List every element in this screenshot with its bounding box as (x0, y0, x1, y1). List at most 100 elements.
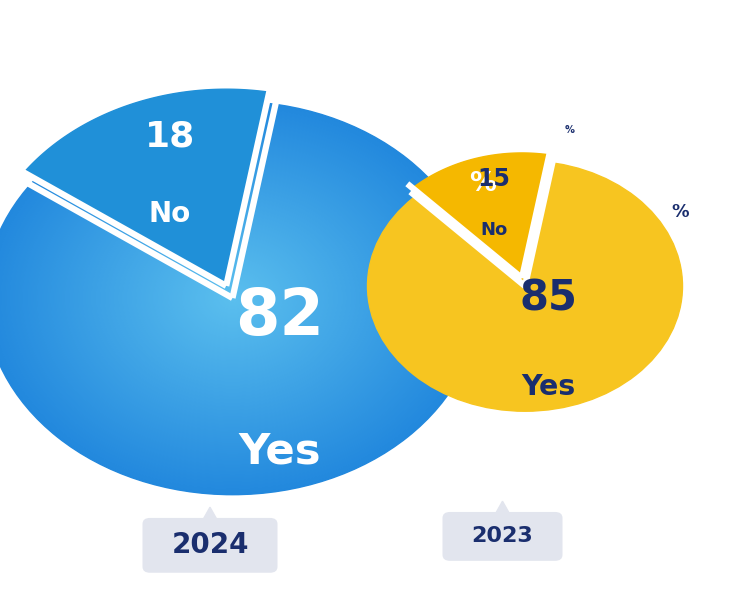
Circle shape (62, 162, 404, 434)
Circle shape (120, 209, 345, 387)
Circle shape (89, 184, 376, 412)
Circle shape (104, 195, 362, 401)
Circle shape (153, 235, 312, 361)
Circle shape (25, 133, 440, 463)
Circle shape (31, 138, 434, 458)
Circle shape (179, 256, 286, 340)
Circle shape (58, 159, 407, 437)
Circle shape (0, 101, 480, 495)
Circle shape (135, 221, 330, 375)
Circle shape (88, 183, 377, 413)
Circle shape (124, 212, 341, 384)
Circle shape (164, 243, 302, 353)
Circle shape (8, 120, 457, 476)
FancyBboxPatch shape (442, 512, 562, 561)
Text: %: % (672, 203, 689, 221)
Circle shape (100, 193, 365, 403)
Circle shape (114, 204, 351, 392)
Circle shape (170, 249, 294, 347)
Circle shape (172, 250, 293, 346)
Circle shape (193, 266, 272, 330)
Circle shape (69, 168, 396, 428)
Circle shape (29, 136, 436, 460)
Circle shape (151, 233, 314, 363)
Circle shape (177, 254, 288, 342)
Circle shape (199, 271, 266, 325)
Circle shape (1, 114, 464, 482)
Circle shape (80, 177, 385, 419)
Circle shape (126, 213, 339, 383)
Circle shape (76, 174, 388, 422)
Circle shape (217, 285, 248, 311)
Circle shape (78, 175, 387, 421)
Circle shape (185, 260, 280, 336)
Circle shape (182, 257, 284, 339)
Circle shape (17, 127, 448, 469)
Circle shape (143, 227, 322, 369)
Circle shape (44, 148, 422, 448)
Circle shape (0, 113, 465, 483)
Circle shape (105, 197, 360, 399)
Text: 85: 85 (519, 277, 577, 319)
Circle shape (22, 131, 442, 465)
Circle shape (36, 142, 429, 454)
Circle shape (26, 134, 439, 462)
Circle shape (162, 242, 303, 354)
Circle shape (0, 106, 474, 490)
Circle shape (103, 195, 362, 401)
Circle shape (215, 284, 250, 312)
Circle shape (74, 172, 391, 424)
Text: 2023: 2023 (472, 526, 533, 547)
Circle shape (98, 191, 368, 405)
Circle shape (132, 218, 333, 378)
Circle shape (166, 245, 299, 351)
Circle shape (0, 105, 475, 491)
Circle shape (368, 161, 682, 411)
Circle shape (154, 236, 310, 360)
Circle shape (196, 269, 268, 327)
Circle shape (109, 200, 356, 396)
Circle shape (128, 215, 338, 381)
Circle shape (99, 192, 366, 404)
Circle shape (142, 226, 322, 370)
Circle shape (157, 238, 308, 358)
Circle shape (64, 164, 401, 432)
Circle shape (176, 253, 290, 343)
Circle shape (122, 210, 343, 386)
Circle shape (61, 162, 404, 434)
Circle shape (86, 182, 379, 414)
Circle shape (0, 112, 466, 484)
Circle shape (225, 292, 240, 304)
Circle shape (229, 295, 236, 301)
Circle shape (37, 142, 428, 454)
Circle shape (38, 144, 427, 452)
Polygon shape (413, 153, 549, 278)
Circle shape (184, 260, 280, 336)
Circle shape (4, 116, 461, 480)
Circle shape (219, 287, 246, 309)
Circle shape (187, 262, 278, 334)
Text: %: % (277, 53, 292, 69)
Circle shape (107, 198, 358, 398)
Circle shape (145, 228, 320, 368)
Circle shape (42, 147, 423, 449)
Circle shape (0, 110, 469, 486)
Circle shape (13, 124, 452, 472)
Circle shape (79, 176, 386, 420)
Circle shape (174, 252, 291, 344)
Circle shape (158, 239, 307, 357)
Circle shape (128, 215, 337, 381)
Circle shape (11, 122, 454, 474)
Circle shape (134, 219, 332, 377)
Circle shape (226, 293, 238, 303)
Circle shape (146, 229, 320, 367)
Circle shape (206, 277, 260, 319)
Text: %: % (470, 171, 496, 197)
Circle shape (40, 145, 424, 451)
Circle shape (131, 218, 334, 378)
Circle shape (170, 248, 296, 348)
Circle shape (50, 153, 416, 443)
Circle shape (75, 173, 390, 423)
Circle shape (160, 241, 304, 355)
Text: No: No (481, 222, 508, 240)
